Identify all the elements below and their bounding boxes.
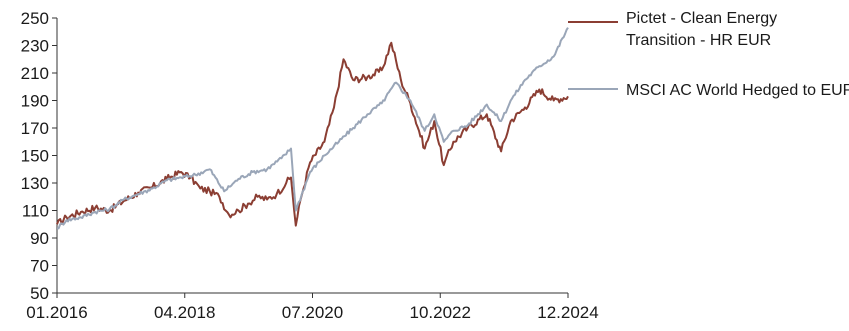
x-tick-label: 07.2020 [282,303,343,322]
y-tick-label: 190 [21,92,49,111]
y-tick-label: 130 [21,174,49,193]
legend: Pictet - Clean Energy Transition - HR EUR… [568,10,849,99]
legend-label: Pictet - Clean Energy [626,10,777,27]
x-tick-label: 01.2016 [26,303,87,322]
y-tick-label: 150 [21,147,49,166]
x-axis: 01.2016 04.2018 07.2020 10.2022 12.2024 [26,292,599,322]
y-tick-label: 70 [30,257,49,276]
legend-label: MSCI AC World Hedged to EUR [626,82,849,99]
x-tick-label: 04.2018 [154,303,215,322]
y-axis: 50 70 90 110 130 150 170 190 210 230 250 [21,9,58,303]
y-tick-label: 110 [22,202,49,221]
y-tick-label: 230 [21,37,49,56]
y-tick-label: 170 [21,119,49,138]
x-tick-label: 10.2022 [410,303,471,322]
y-tick-label: 210 [21,64,49,83]
y-tick-label: 90 [30,229,49,248]
y-tick-label: 250 [21,9,49,28]
y-tick-label: 50 [30,284,49,303]
series-line [57,27,569,230]
legend-label: Transition - HR EUR [626,32,771,49]
series-lines [56,27,569,230]
series-line [56,41,569,227]
x-tick-label: 12.2024 [537,303,598,322]
